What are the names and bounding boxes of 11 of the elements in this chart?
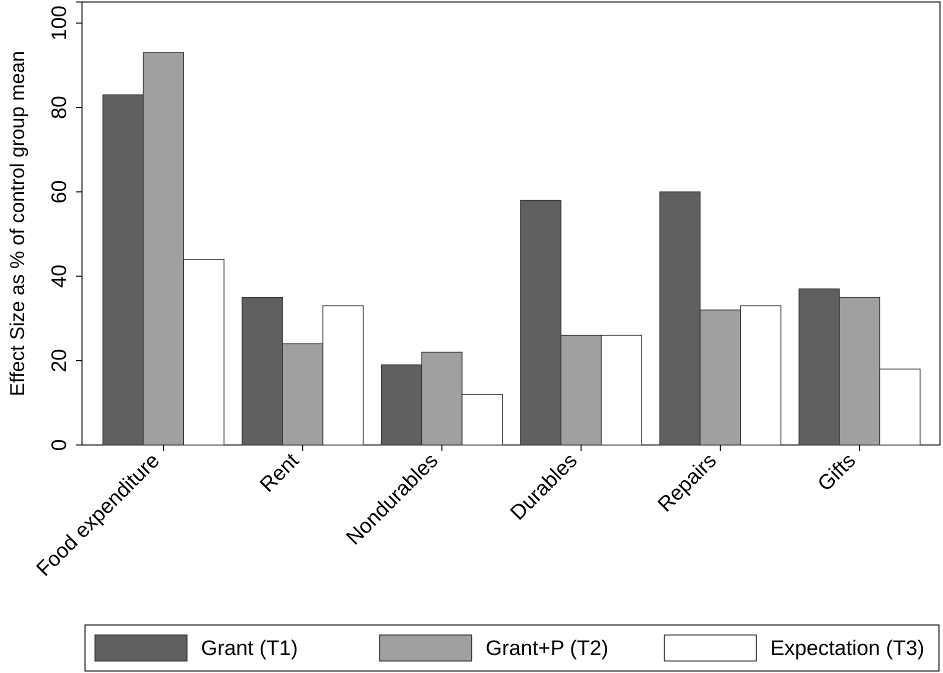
legend-label: Grant+P (T2) (486, 637, 608, 660)
y-tick-label: 80 (48, 96, 71, 120)
legend-label: Grant (T1) (201, 637, 298, 660)
y-tick-label: 100 (48, 6, 71, 41)
y-tick-label: 60 (48, 180, 71, 204)
y-axis-title: Effect Size as % of control group mean (7, 50, 29, 396)
x-tick-label: Gifts (813, 449, 860, 496)
legend-label: Expectation (T3) (770, 637, 924, 660)
y-tick-label: 20 (48, 348, 71, 372)
y-tick-label: 0 (48, 439, 71, 451)
y-tick-label: 40 (48, 264, 71, 288)
